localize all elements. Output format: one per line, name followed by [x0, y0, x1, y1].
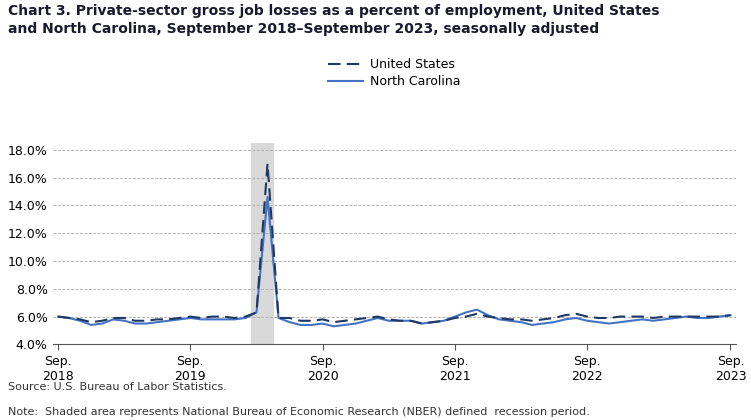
United States: [726, 312, 735, 318]
Line: North Carolina: North Carolina: [58, 197, 731, 326]
United States: [660, 314, 669, 319]
North Carolina: [660, 317, 669, 322]
North Carolina: [329, 324, 338, 329]
Text: Chart 3. Private-sector gross job losses as a percent of employment, United Stat: Chart 3. Private-sector gross job losses…: [8, 4, 659, 36]
United States: [53, 314, 62, 319]
North Carolina: [230, 317, 239, 322]
Text: Source: U.S. Bureau of Labor Statistics.: Source: U.S. Bureau of Labor Statistics.: [8, 382, 226, 392]
Line: United States: United States: [58, 164, 731, 323]
United States: [185, 314, 195, 319]
North Carolina: [53, 314, 62, 319]
United States: [263, 161, 272, 166]
United States: [484, 314, 493, 319]
United States: [418, 321, 427, 326]
North Carolina: [406, 318, 415, 323]
North Carolina: [726, 312, 735, 318]
United States: [395, 318, 404, 323]
North Carolina: [185, 315, 195, 320]
North Carolina: [109, 317, 118, 322]
Legend: United States, North Carolina: United States, North Carolina: [327, 58, 461, 88]
North Carolina: [263, 194, 272, 200]
North Carolina: [484, 312, 493, 318]
Text: Note:  Shaded area represents National Bureau of Economic Research (NBER) define: Note: Shaded area represents National Bu…: [8, 407, 590, 417]
Bar: [251, 143, 273, 344]
United States: [109, 315, 118, 320]
United States: [230, 315, 239, 320]
